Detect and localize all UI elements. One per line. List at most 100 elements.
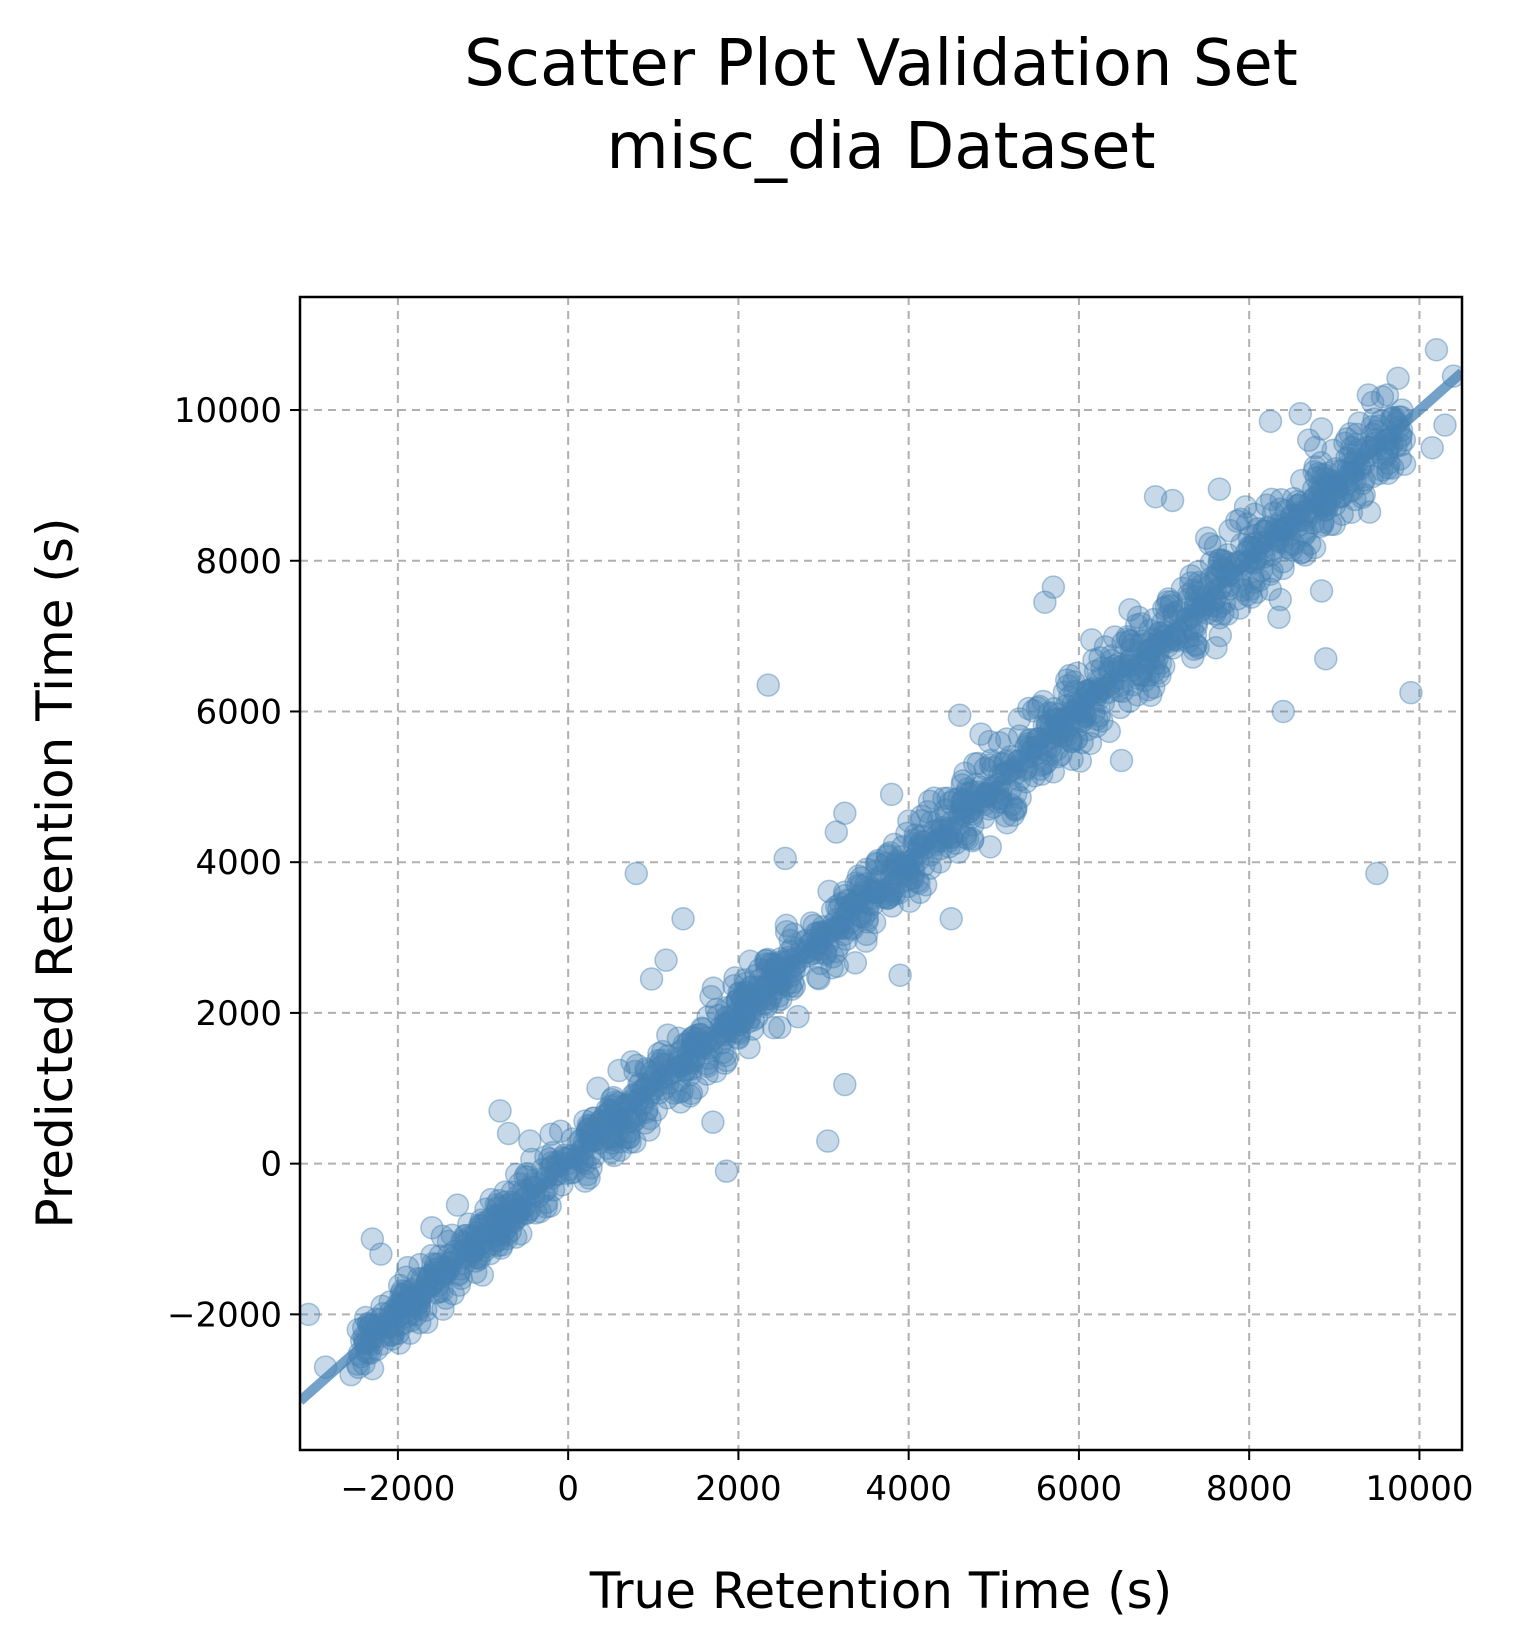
data-point — [1279, 538, 1304, 562]
data-point — [734, 971, 758, 996]
data-point — [1218, 518, 1242, 543]
data-point — [1032, 752, 1057, 776]
data-point — [1159, 590, 1184, 614]
data-point — [420, 1243, 444, 1268]
data-point — [1322, 512, 1346, 536]
data-point — [1034, 750, 1059, 774]
data-point — [394, 1265, 418, 1289]
data-point — [1352, 468, 1376, 492]
data-point — [1316, 461, 1340, 485]
data-point — [1339, 435, 1364, 460]
data-point — [1184, 614, 1209, 638]
data-point — [738, 949, 762, 974]
x-tick-label: −2000 — [340, 1469, 455, 1509]
data-point — [1179, 564, 1203, 588]
data-point — [449, 1266, 473, 1291]
data-point — [1143, 484, 1168, 509]
data-point — [1258, 562, 1283, 586]
data-point — [864, 851, 889, 875]
data-point — [866, 848, 890, 873]
data-point — [854, 922, 879, 947]
data-point — [634, 1057, 658, 1081]
data-point — [813, 942, 838, 967]
data-point — [955, 827, 980, 851]
data-point — [387, 1331, 412, 1355]
data-point — [1108, 695, 1133, 720]
x-axis-label: True Retention Time (s) — [589, 1562, 1172, 1620]
data-point — [1261, 501, 1286, 525]
data-point — [1420, 435, 1444, 460]
data-point — [741, 1008, 766, 1032]
data-point — [386, 1321, 410, 1346]
data-point — [1244, 580, 1269, 604]
data-point — [728, 981, 753, 1005]
x-tick-label: 4000 — [865, 1469, 952, 1509]
data-point — [1276, 535, 1301, 560]
data-point — [399, 1308, 423, 1333]
data-point — [1360, 414, 1384, 439]
data-point — [1002, 797, 1027, 821]
data-point — [469, 1208, 494, 1232]
x-tick-label: 8000 — [1206, 1469, 1293, 1509]
data-point — [1242, 502, 1267, 527]
data-point — [370, 1294, 394, 1319]
data-point — [1215, 543, 1240, 567]
data-point — [1124, 613, 1149, 637]
data-point — [1088, 646, 1112, 670]
data-point — [463, 1260, 488, 1285]
data-point — [620, 1050, 644, 1074]
data-point — [573, 1169, 597, 1193]
data-point — [1297, 532, 1322, 556]
data-point — [1041, 760, 1066, 784]
data-point — [833, 883, 857, 908]
data-point — [754, 949, 779, 973]
data-point — [971, 805, 996, 830]
data-point — [1007, 707, 1032, 731]
data-point — [695, 1062, 719, 1086]
data-point — [1090, 709, 1114, 733]
data-point — [820, 898, 845, 922]
data-point — [445, 1193, 470, 1217]
data-point — [995, 727, 1019, 751]
data-point — [576, 1113, 601, 1138]
data-point — [696, 1046, 720, 1070]
data-point — [882, 882, 907, 907]
fit-line — [300, 368, 1462, 1405]
data-point — [494, 1226, 519, 1251]
data-point — [1207, 605, 1232, 630]
data-point — [624, 861, 649, 886]
data-point — [979, 748, 1003, 773]
data-point — [390, 1279, 414, 1303]
x-tick-label: 0 — [557, 1469, 579, 1509]
data-point — [485, 1195, 510, 1219]
data-point — [1260, 559, 1284, 583]
data-point — [780, 977, 804, 1001]
data-point — [701, 1110, 725, 1134]
data-point — [744, 1005, 769, 1030]
data-point — [1079, 628, 1104, 652]
data-point — [528, 1199, 552, 1224]
data-point — [1338, 422, 1363, 446]
data-point — [520, 1147, 544, 1172]
data-point — [1129, 663, 1153, 688]
data-point — [727, 981, 751, 1005]
data-point — [1377, 451, 1401, 475]
data-point — [978, 753, 1003, 777]
data-point — [774, 913, 799, 938]
data-point — [534, 1145, 558, 1169]
data-point — [1268, 587, 1292, 612]
data-point — [1288, 402, 1313, 426]
data-point — [1309, 450, 1333, 475]
data-point — [1302, 459, 1327, 484]
data-point — [1198, 532, 1222, 556]
data-point — [773, 846, 797, 871]
data-point — [1161, 636, 1185, 660]
data-point — [1292, 523, 1316, 548]
data-point — [1001, 803, 1025, 827]
data-point — [918, 856, 943, 880]
data-point — [1187, 570, 1211, 595]
data-point — [865, 852, 890, 876]
data-point — [608, 1130, 632, 1154]
data-point — [431, 1297, 455, 1321]
data-point — [946, 840, 971, 864]
